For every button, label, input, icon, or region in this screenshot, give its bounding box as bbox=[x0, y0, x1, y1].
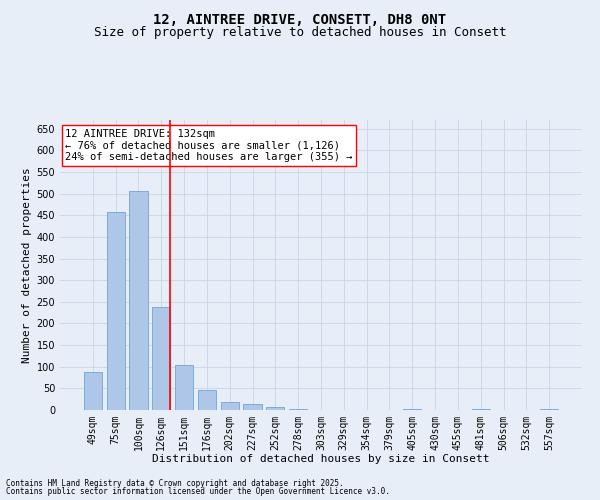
X-axis label: Distribution of detached houses by size in Consett: Distribution of detached houses by size … bbox=[152, 454, 490, 464]
Bar bbox=[540, 408, 558, 410]
Bar bbox=[175, 366, 193, 410]
Bar bbox=[266, 406, 284, 410]
Bar bbox=[107, 212, 125, 410]
Y-axis label: Number of detached properties: Number of detached properties bbox=[22, 167, 32, 363]
Bar bbox=[289, 408, 307, 410]
Text: Contains public sector information licensed under the Open Government Licence v3: Contains public sector information licen… bbox=[6, 487, 390, 496]
Bar bbox=[244, 404, 262, 410]
Bar bbox=[198, 390, 216, 410]
Bar bbox=[84, 372, 102, 410]
Text: Contains HM Land Registry data © Crown copyright and database right 2025.: Contains HM Land Registry data © Crown c… bbox=[6, 478, 344, 488]
Bar bbox=[472, 408, 490, 410]
Bar bbox=[403, 408, 421, 410]
Text: Size of property relative to detached houses in Consett: Size of property relative to detached ho… bbox=[94, 26, 506, 39]
Text: 12, AINTREE DRIVE, CONSETT, DH8 0NT: 12, AINTREE DRIVE, CONSETT, DH8 0NT bbox=[154, 12, 446, 26]
Bar bbox=[221, 402, 239, 410]
Bar bbox=[130, 190, 148, 410]
Text: 12 AINTREE DRIVE: 132sqm
← 76% of detached houses are smaller (1,126)
24% of sem: 12 AINTREE DRIVE: 132sqm ← 76% of detach… bbox=[65, 128, 353, 162]
Bar bbox=[152, 307, 170, 410]
